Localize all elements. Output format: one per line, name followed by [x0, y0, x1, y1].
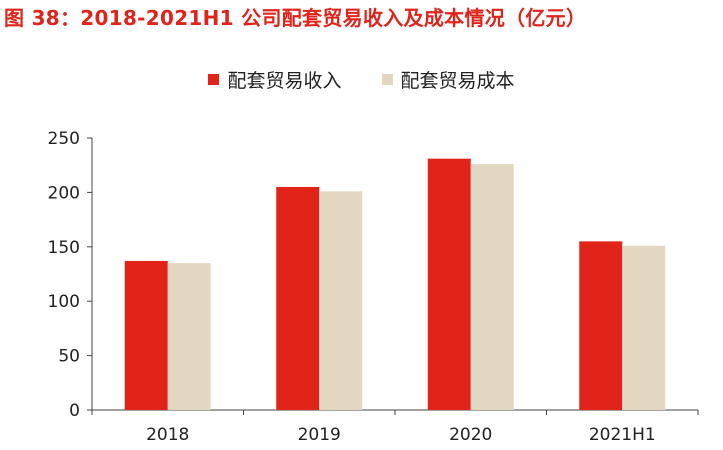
bars [124, 158, 666, 410]
legend-label-cost: 配套贸易成本 [400, 70, 515, 92]
x-axis: 2018 2019 2020 2021H1 [91, 409, 699, 445]
y-tick-label: 0 [69, 401, 80, 421]
legend-swatch-cost [381, 74, 393, 85]
bar-cost-2019 [319, 191, 363, 410]
bar-revenue-2021H1 [579, 241, 623, 410]
x-tick-label: 2021H1 [589, 425, 656, 445]
y-tick-label: 150 [48, 238, 80, 258]
legend: 配套贸易收入 配套贸易成本 [0, 66, 723, 93]
x-tick-label: 2018 [146, 425, 189, 445]
bar-revenue-2018 [124, 260, 168, 410]
legend-item-cost: 配套贸易成本 [381, 66, 515, 93]
bar-revenue-2019 [276, 186, 320, 410]
bar-cost-2018 [167, 263, 211, 410]
chart-title: 图 38：2018-2021H1 公司配套贸易收入及成本情况（亿元） [4, 6, 587, 30]
y-tick-label: 200 [48, 183, 80, 203]
y-tick-label: 100 [48, 292, 80, 312]
x-tick-label: 2019 [298, 425, 341, 445]
y-tick-label: 50 [58, 347, 80, 367]
y-axis: 0 50 100 150 200 250 [48, 129, 93, 421]
legend-label-revenue: 配套贸易收入 [227, 70, 342, 92]
bar-cost-2021H1 [622, 245, 666, 410]
legend-swatch-revenue [208, 74, 220, 85]
legend-item-revenue: 配套贸易收入 [208, 66, 342, 93]
y-tick-label: 250 [48, 129, 80, 149]
x-tick-label: 2020 [449, 425, 492, 445]
bar-revenue-2020 [427, 158, 471, 410]
bar-cost-2020 [470, 164, 514, 410]
